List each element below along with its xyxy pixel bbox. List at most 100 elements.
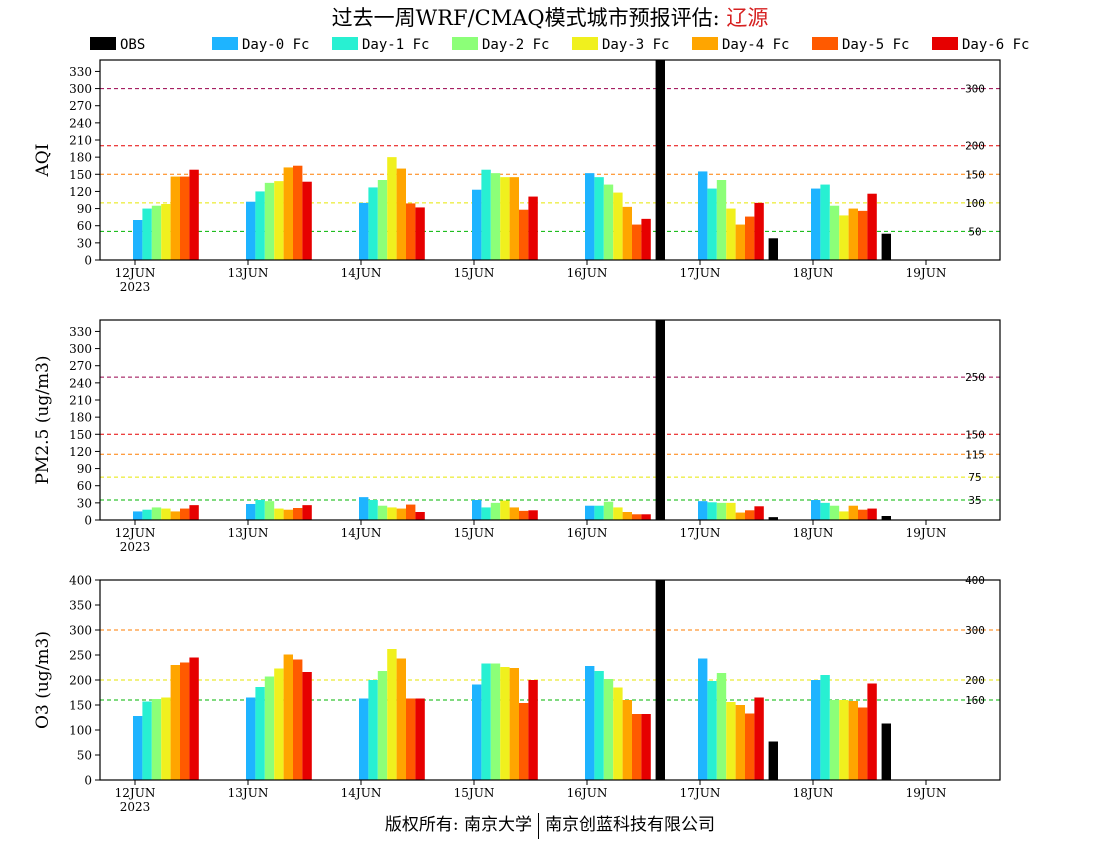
bar-day-6-fc [867,508,877,520]
bar-day-1-fc [707,188,717,260]
bar-day-2-fc [603,501,614,520]
y-tick-label: 0 [84,514,92,528]
legend-label: Day-0 Fc [242,37,309,53]
bar-day-1-fc [142,701,152,780]
bar-day-3-fc [161,204,171,260]
legend-swatch [692,37,718,50]
bar-day-6-fc [867,193,877,260]
bar-day-4-fc [509,177,519,260]
footer: 版权所有: 南京大学 南京创蓝科技有限公司 [0,810,1100,839]
bar-day-2-fc [603,184,614,260]
threshold-label: 300 [965,624,985,637]
bar-day-0-fc [133,716,143,780]
bar-day-6-fc [189,505,199,520]
y-tick-label: 180 [69,411,92,425]
bar-day-3-fc [161,508,171,520]
y-tick-label: 90 [77,462,92,476]
bar-day-6-fc [302,181,312,260]
x-tick-label: 16JUN [567,526,608,540]
bar-day-5-fc [406,698,416,780]
y-tick-label: 330 [69,325,92,339]
bar-day-4-fc [509,668,519,780]
legend-label: Day-1 Fc [362,37,429,53]
bar-day-5-fc [745,216,755,260]
threshold-label: 300 [965,83,985,96]
x-tick-label: 15JUN [454,786,495,800]
bar-day-3-fc [500,500,510,520]
bar-day-1-fc [481,169,491,260]
y-tick-label: 30 [77,496,92,510]
legend-swatch [812,37,838,50]
bar-day-4-fc [396,168,406,260]
bar-day-5-fc [293,659,303,780]
threshold-label: 160 [965,694,985,707]
y-tick-label: 0 [84,254,92,268]
bar-day-6-fc [415,207,425,260]
x-tick-label: 19JUN [906,266,947,280]
legend-item: Day-3 Fc [572,37,669,53]
threshold-label: 35 [968,494,981,507]
bar-day-4-fc [283,509,293,520]
bar-day-3-fc [613,507,623,520]
x-tick-label: 14JUN [341,786,382,800]
bar-day-1-fc [594,505,604,520]
bar-day-2-fc [716,673,727,780]
bar-day-6-fc [415,698,425,780]
x-tick-label: 19JUN [906,526,947,540]
bar-day-4-fc [848,505,858,520]
x-tick-label: 18JUN [793,786,834,800]
bar-day-1-fc [255,500,265,520]
bar-obs [768,238,778,260]
bar-day-0-fc [585,505,595,520]
bar-day-3-fc [274,508,284,520]
plot-frame [99,319,1001,521]
bar-day-0-fc [133,220,143,260]
y-tick-label: 300 [69,82,92,96]
y-tick-label: 100 [69,724,92,738]
chart-title: 过去一周WRF/CMAQ模式城市预报评估: 辽源 [0,2,1100,32]
bar-day-1-fc [368,500,378,520]
y-axis-label: PM2.5 (ug/m3) [33,355,53,484]
bar-day-4-fc [396,658,406,780]
chart-panel: 50 100 150 200 300 0 30 60 90 120 150 180 210 240 270 3… [33,59,1001,294]
bar-day-2-fc [151,699,162,780]
legend-label: Day-2 Fc [482,37,549,53]
bar-day-4-fc [735,512,745,520]
bar-day-3-fc [726,208,736,260]
bar-day-0-fc [811,500,821,520]
legend-item: OBS [90,37,145,53]
chart-panel: 35 75 115 150 250 0 30 60 90 120 150 180 210 240 270 30… [33,319,1001,554]
bar-day-3-fc [387,157,397,260]
bar-obs [881,723,891,780]
bar-day-5-fc [858,707,868,780]
legend-item: Day-4 Fc [692,37,789,53]
footer-right: 南京创蓝科技有限公司 [545,815,716,835]
y-tick-label: 150 [69,428,92,442]
chart-panels: 5010015020030003060901201501802102402703… [33,59,1001,814]
bar-day-2-fc [603,679,614,780]
x-tick-label: 12JUN [115,786,156,800]
legend-label: Day-6 Fc [962,37,1029,53]
x-tick-label: 18JUN [793,266,834,280]
bar-day-6-fc [302,505,312,520]
bar-day-2-fc [377,505,388,520]
bar-day-6-fc [754,697,764,780]
bar-day-1-fc [255,687,265,780]
y-tick-label: 90 [77,202,92,216]
bar-day-5-fc [293,508,303,520]
bar-day-6-fc [189,657,199,780]
bar-day-5-fc [632,714,642,780]
bar-day-1-fc [707,681,717,780]
bar-day-0-fc [472,189,482,260]
bar-day-1-fc [368,680,378,780]
bar-day-0-fc [472,684,482,780]
bar-day-6-fc [415,512,425,520]
bar-day-5-fc [293,165,303,260]
legend-label: OBS [120,37,145,53]
footer-separator [538,812,540,839]
bar-day-5-fc [745,510,755,520]
chart-panel: 16020030040005010015020025030035040012JU… [33,574,1001,814]
bar-day-2-fc [264,676,275,780]
bar-day-6-fc [867,683,877,780]
threshold-label: 75 [968,471,981,484]
